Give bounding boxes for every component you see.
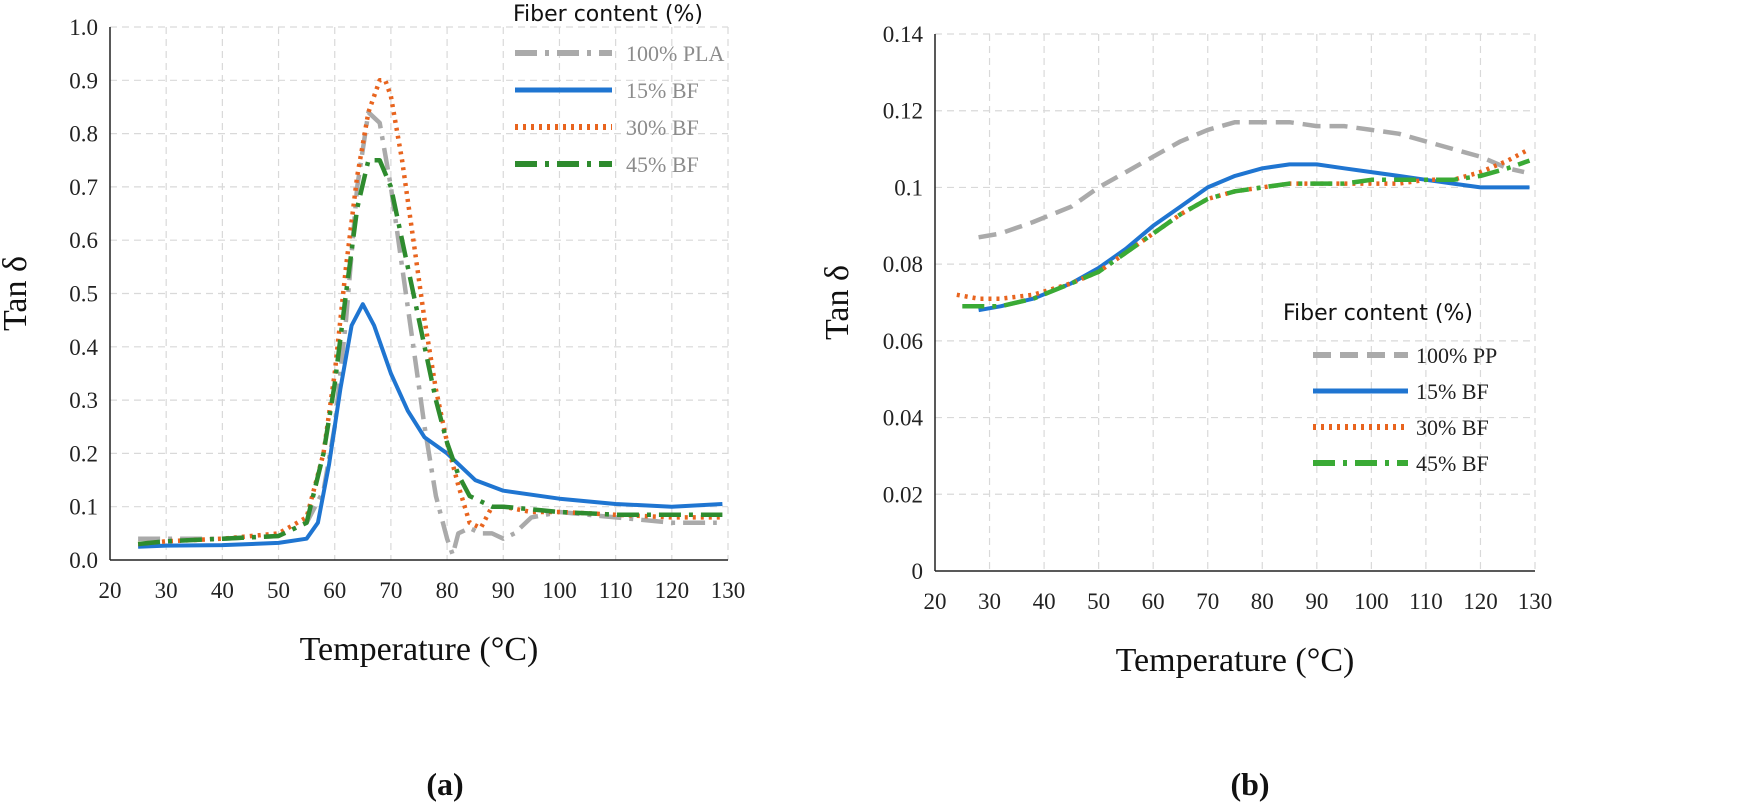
series-line-15-bf (138, 302, 723, 549)
legend-entry: 15% BF (1416, 379, 1489, 404)
y-tick-label: 0.06 (883, 329, 923, 354)
y-tick-label: 0.4 (69, 335, 98, 360)
panel-label: (b) (1230, 766, 1269, 802)
y-tick-label: 0.9 (69, 68, 98, 93)
series-line-15-bf (978, 162, 1530, 313)
y-tick-label: 0.5 (69, 282, 98, 307)
x-tick-label: 120 (1463, 589, 1498, 614)
y-tick-label: 1.0 (69, 15, 98, 40)
x-tick-label: 100 (542, 578, 577, 603)
x-tick-label: 80 (1251, 589, 1274, 614)
y-tick-label: 0.0 (69, 548, 98, 573)
x-tick-label: 40 (1033, 589, 1056, 614)
x-tick-label: 90 (1305, 589, 1328, 614)
x-tick-label: 30 (155, 578, 178, 603)
y-tick-label: 0.12 (883, 99, 923, 124)
chart-panel-a: 20 30 40 50 60 70 80 90 100 110 120 130 0.0 0.1 0.2 0.3… (0, 2, 745, 802)
y-tick-label: 0.1 (69, 495, 98, 520)
y-axis-label: Tan δ (819, 265, 856, 340)
x-tick-label: 110 (1409, 589, 1443, 614)
panel-label: (a) (426, 766, 463, 802)
legend-entry: 100% PLA (626, 41, 725, 66)
y-tick-label: 0.2 (69, 441, 98, 466)
legend: Fiber content (%) 100% PLA 15% BF 30% BF 45%… (513, 2, 725, 177)
x-tick-label: 130 (711, 578, 746, 603)
legend-title: Fiber content (%) (513, 2, 703, 27)
legend: Fiber content (%) 100% PP 15% BF 30% BF 45% … (1283, 301, 1497, 476)
x-tick-label: 30 (978, 589, 1001, 614)
x-tick-label: 70 (1196, 589, 1219, 614)
x-tick-label: 60 (323, 578, 346, 603)
y-tick-label: 0.08 (883, 252, 923, 277)
series-line-30-bf (956, 147, 1531, 301)
y-tick-label: 0.8 (69, 122, 98, 147)
chart-panel-b: 20 30 40 50 60 70 80 90 100 110 120 130 0 0.02 0.04 0.0… (819, 22, 1552, 802)
legend-entry: 45% BF (626, 152, 699, 177)
y-tick-label: 0.02 (883, 482, 923, 507)
legend-entry: 45% BF (1416, 451, 1489, 476)
x-tick-label: 20 (99, 578, 122, 603)
legend-title: Fiber content (%) (1283, 301, 1473, 326)
x-tick-label: 60 (1142, 589, 1165, 614)
y-tick-label: 0.1 (894, 175, 923, 200)
series-line-45-bf (137, 158, 723, 547)
x-tick-label: 50 (1087, 589, 1110, 614)
y-tick-label: 0.04 (883, 406, 924, 431)
y-tick-label: 0 (912, 559, 924, 584)
y-tick-label: 0.3 (69, 388, 98, 413)
y-tick-label: 0.14 (883, 22, 924, 47)
x-tick-label: 80 (436, 578, 459, 603)
x-tick-label: 50 (267, 578, 290, 603)
x-tick-label: 90 (492, 578, 515, 603)
x-tick-label: 70 (379, 578, 402, 603)
x-tick-label: 110 (599, 578, 633, 603)
x-tick-label: 120 (655, 578, 690, 603)
series-line-45-bf (962, 158, 1531, 309)
x-axis-label: Temperature (°C) (300, 631, 539, 668)
y-axis-label: Tan δ (0, 256, 34, 331)
legend-entry: 30% BF (626, 115, 699, 140)
x-tick-label: 130 (1518, 589, 1553, 614)
x-tick-label: 40 (211, 578, 234, 603)
legend-entry: 30% BF (1416, 415, 1489, 440)
series-line-30-bf (137, 78, 723, 547)
legend-entry: 100% PP (1416, 343, 1497, 368)
x-tick-label: 20 (924, 589, 947, 614)
y-tick-label: 0.6 (69, 228, 98, 253)
series-line-100-pp (978, 119, 1525, 240)
y-tick-label: 0.7 (69, 175, 98, 200)
legend-entry: 15% BF (626, 78, 699, 103)
x-tick-label: 100 (1354, 589, 1389, 614)
x-axis-label: Temperature (°C) (1116, 642, 1355, 679)
